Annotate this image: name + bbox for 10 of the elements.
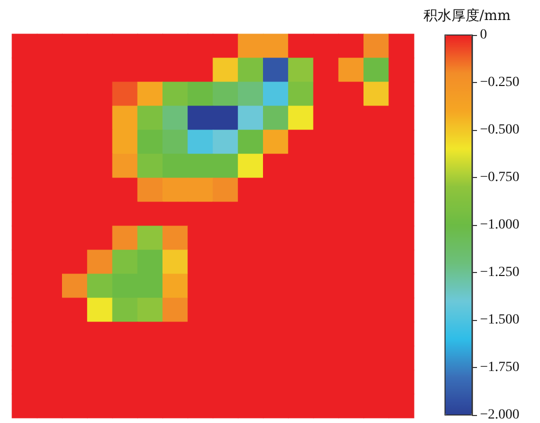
color-bar-label: 0 <box>480 28 487 42</box>
color-bar-label: −0.250 <box>480 75 520 90</box>
color-bar-label: −1.750 <box>480 360 520 375</box>
color-bar-title: 积水厚度/mm <box>423 8 511 24</box>
color-bar-label: −1.500 <box>480 312 520 328</box>
color-bar-label: −0.500 <box>480 122 520 138</box>
color-bar-label: −0.750 <box>480 170 520 185</box>
color-bar-label: −1.000 <box>480 218 520 232</box>
color-bar-label: −2.000 <box>480 408 520 422</box>
color-bar-label: −1.250 <box>480 265 520 280</box>
